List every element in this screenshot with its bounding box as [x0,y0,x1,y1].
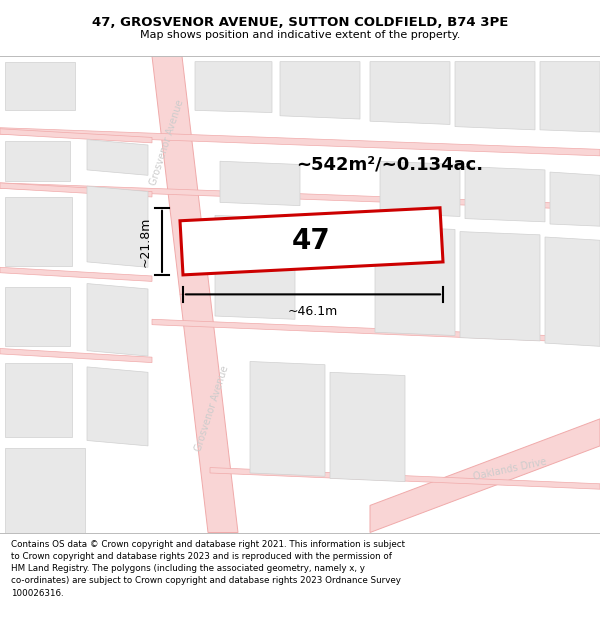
Polygon shape [0,268,152,281]
Polygon shape [0,349,152,362]
Polygon shape [0,127,600,156]
Polygon shape [380,161,460,216]
Text: 47, GROSVENOR AVENUE, SUTTON COLDFIELD, B74 3PE: 47, GROSVENOR AVENUE, SUTTON COLDFIELD, … [92,16,508,29]
Polygon shape [180,294,238,532]
Polygon shape [5,197,72,266]
Polygon shape [87,139,148,176]
Polygon shape [5,362,72,438]
Polygon shape [330,372,405,482]
Text: ~46.1m: ~46.1m [288,305,338,318]
Polygon shape [152,319,600,343]
Polygon shape [5,141,70,181]
Polygon shape [280,62,360,119]
Polygon shape [0,183,600,210]
Polygon shape [5,287,70,346]
Polygon shape [540,62,600,132]
Polygon shape [5,448,85,532]
Polygon shape [220,161,300,206]
Polygon shape [455,62,535,130]
Text: ~21.8m: ~21.8m [139,216,152,266]
Polygon shape [550,172,600,226]
Polygon shape [545,237,600,346]
Text: Contains OS data © Crown copyright and database right 2021. This information is : Contains OS data © Crown copyright and d… [11,540,405,598]
Polygon shape [250,361,325,476]
Polygon shape [0,183,152,197]
Text: 47: 47 [292,228,331,256]
Polygon shape [87,284,148,356]
Polygon shape [210,468,600,489]
Polygon shape [370,62,450,124]
Text: Grosvenor Avenue: Grosvenor Avenue [193,364,230,452]
Text: ~542m²/~0.134ac.: ~542m²/~0.134ac. [296,156,484,174]
Polygon shape [87,367,148,446]
Polygon shape [375,226,455,336]
Polygon shape [152,56,210,294]
Polygon shape [87,186,148,268]
Text: Grosvenor Avenue: Grosvenor Avenue [148,99,185,187]
Polygon shape [370,419,600,532]
Polygon shape [5,62,75,111]
Polygon shape [0,129,152,143]
Polygon shape [215,216,295,319]
Polygon shape [465,167,545,222]
Text: Map shows position and indicative extent of the property.: Map shows position and indicative extent… [140,30,460,40]
Text: Oaklands Drive: Oaklands Drive [472,457,548,482]
Polygon shape [180,208,443,275]
Polygon shape [460,232,540,341]
Polygon shape [195,62,272,112]
